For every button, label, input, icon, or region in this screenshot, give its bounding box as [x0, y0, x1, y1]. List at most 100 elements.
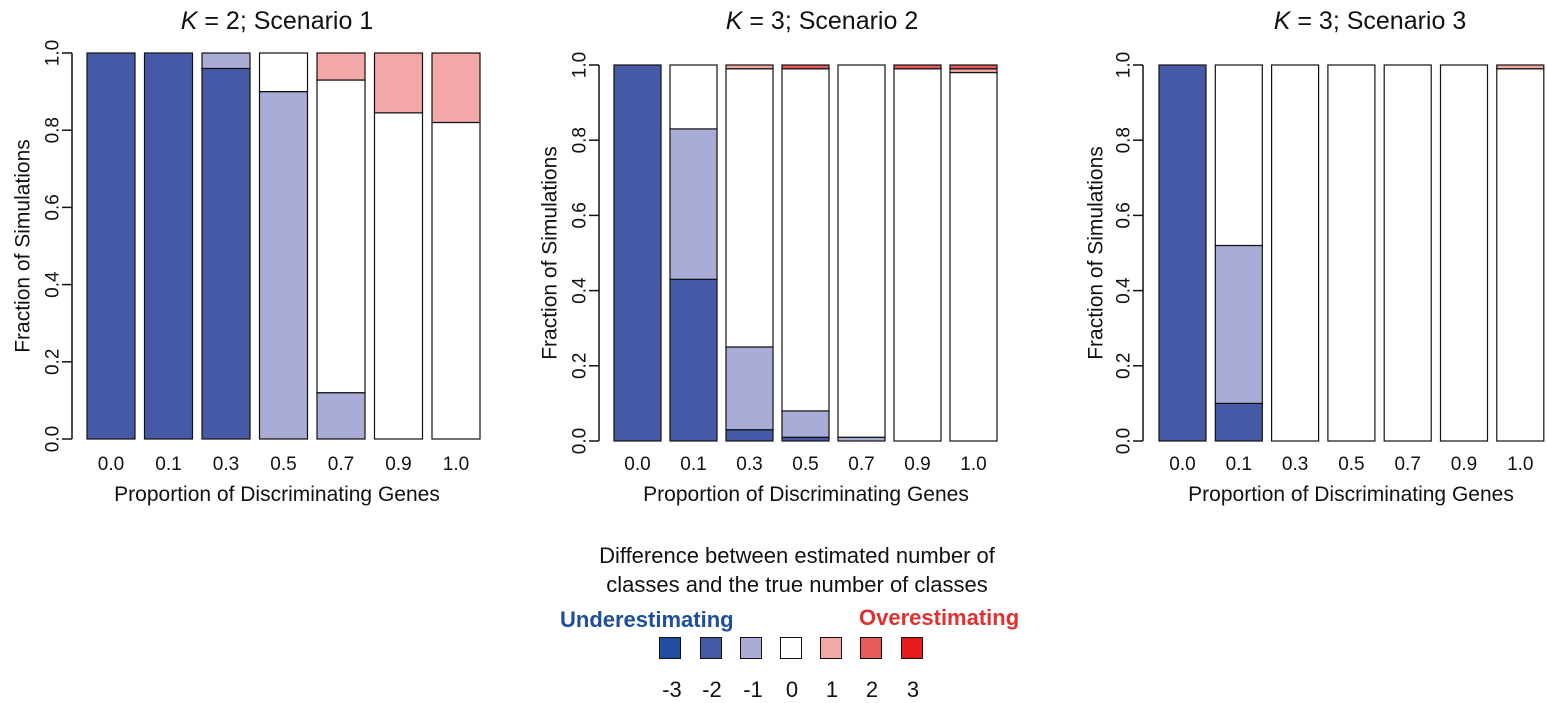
overestimating-label: Overestimating — [859, 605, 1020, 630]
bar-segment — [201, 52, 251, 70]
y-tick-label: 0.2 — [570, 353, 591, 379]
y-axis-label: Fraction of Simulations — [12, 139, 35, 353]
y-tick-label: 1.0 — [570, 52, 591, 78]
legend-swatch-2 — [860, 637, 882, 659]
x-tick-label: 1.0 — [960, 454, 986, 475]
bar-segment — [781, 64, 830, 70]
bar-segment — [258, 52, 309, 93]
x-tick-label: 0.7 — [1394, 454, 1420, 475]
bar-segment — [781, 68, 830, 412]
x-tick-label: 0.0 — [624, 454, 650, 475]
bar-segment — [613, 64, 662, 442]
y-tick-label: 0.6 — [43, 194, 64, 220]
x-tick-label: 0.9 — [1451, 454, 1477, 475]
y-tick-label: 0.6 — [1114, 202, 1135, 228]
legend-label-minus1: -1 — [743, 677, 763, 702]
bar-segment — [1383, 64, 1432, 442]
x-tick-label: 0.3 — [1282, 454, 1308, 475]
x-tick-label: 0.9 — [385, 454, 411, 475]
bar-segment — [725, 346, 774, 431]
bar-segment — [143, 52, 194, 440]
y-tick-label: 0.6 — [570, 202, 591, 228]
chart-panel-3: K = 3; Scenario 3 0.0 0.2 0.4 0.6 0.8 1.0 Fract… — [1085, 7, 1545, 506]
charts-area: K = 2; Scenario 1 0.0 0.2 0.4 0.6 0.8 1.0 Fract… — [12, 7, 1545, 506]
legend: Difference between estimated number of c… — [0, 540, 1547, 702]
y-tick-label: 0.2 — [43, 349, 64, 375]
x-tick-label: 0.7 — [328, 454, 354, 475]
x-tick-label: 0.0 — [98, 454, 124, 475]
bar-segment — [431, 52, 481, 124]
legend-label-3: 3 — [906, 677, 920, 702]
legend-label-minus2: -2 — [702, 677, 722, 702]
bar-segment — [1327, 64, 1376, 442]
x-tick-label: 0.9 — [904, 454, 930, 475]
chart-title: K = 2; Scenario 1 — [181, 7, 374, 35]
x-tick-label: 0.3 — [213, 454, 239, 475]
bar-segment — [1214, 402, 1263, 442]
y-tick-label: 0.2 — [1114, 353, 1135, 379]
legend-label-1: 1 — [825, 677, 839, 702]
chart-title: K = 3; Scenario 3 — [1274, 7, 1467, 35]
y-tick-label: 0.8 — [570, 127, 591, 153]
x-tick-label: 1.0 — [1507, 454, 1533, 475]
legend-title-line2: classes and the true number of classes — [606, 572, 988, 597]
bar-segment — [725, 64, 774, 70]
legend-label-2: 2 — [865, 677, 879, 702]
bar-segment — [1214, 64, 1263, 247]
x-axis-label: Proportion of Discriminating Genes — [643, 483, 969, 506]
bar-segment — [373, 112, 424, 440]
bar-segment — [1496, 68, 1545, 442]
underestimating-label: Underestimating — [560, 607, 734, 632]
bar-segment — [258, 90, 309, 440]
bar-segment — [837, 64, 886, 438]
bar-segment — [316, 392, 366, 440]
x-tick-label: 0.1 — [680, 454, 706, 475]
x-axis-label: Proportion of Discriminating Genes — [1188, 483, 1514, 506]
bar-segment — [669, 278, 718, 442]
bar-segment — [893, 68, 942, 442]
y-tick-label: 1.0 — [1114, 52, 1135, 78]
bar-segment — [893, 64, 942, 70]
legend-swatch-minus3 — [659, 637, 681, 659]
bar-segment — [949, 64, 998, 70]
legend-title-line1: Difference between estimated number of — [599, 543, 995, 568]
x-tick-label: 0.0 — [1169, 454, 1195, 475]
x-tick-label: 0.3 — [736, 454, 762, 475]
chart-panel-2: K = 3; Scenario 2 0.0 0.2 0.4 0.6 0.8 1.0 Fract… — [539, 7, 998, 506]
bar-segment — [669, 64, 718, 130]
bar-segment — [725, 429, 774, 442]
y-axis-label: Fraction of Simulations — [1085, 146, 1108, 360]
y-tick-label: 0.4 — [1114, 277, 1135, 304]
chart-panel-1: K = 2; Scenario 1 0.0 0.2 0.4 0.6 0.8 1.0 Fract… — [12, 7, 481, 506]
bar-segment — [781, 410, 830, 438]
x-tick-label: 1.0 — [443, 454, 469, 475]
y-tick-label: 0.0 — [43, 426, 64, 452]
legend-swatch-minus2 — [700, 637, 722, 659]
y-tick-label: 0.8 — [1114, 127, 1135, 153]
chart-title: K = 3; Scenario 2 — [726, 7, 919, 35]
x-tick-label: 0.5 — [1338, 454, 1364, 475]
bar-segment — [725, 68, 774, 348]
x-tick-label: 0.1 — [1226, 454, 1252, 475]
y-tick-label: 0.0 — [1114, 428, 1135, 454]
bar-segment — [86, 52, 136, 440]
bar-segment — [1439, 64, 1489, 442]
bar-segment — [201, 67, 251, 440]
y-tick-label: 0.0 — [570, 428, 591, 454]
bar-segment — [316, 79, 366, 394]
bar-segment — [316, 52, 366, 81]
legend-swatch-0 — [780, 637, 802, 659]
bar-segment — [1496, 64, 1545, 70]
y-tick-label: 0.8 — [43, 117, 64, 143]
bar-segment — [669, 128, 718, 280]
x-tick-label: 0.1 — [155, 454, 181, 475]
x-tick-label: 0.5 — [270, 454, 296, 475]
bar-segment — [1270, 64, 1320, 442]
legend-swatch-1 — [820, 637, 842, 659]
bar-segment — [949, 71, 998, 442]
bar-segment — [431, 121, 481, 440]
bar-segment — [1158, 64, 1207, 442]
y-axis-label: Fraction of Simulations — [539, 146, 562, 360]
legend-label-minus3: -3 — [662, 677, 682, 702]
bar-segment — [1214, 244, 1263, 404]
